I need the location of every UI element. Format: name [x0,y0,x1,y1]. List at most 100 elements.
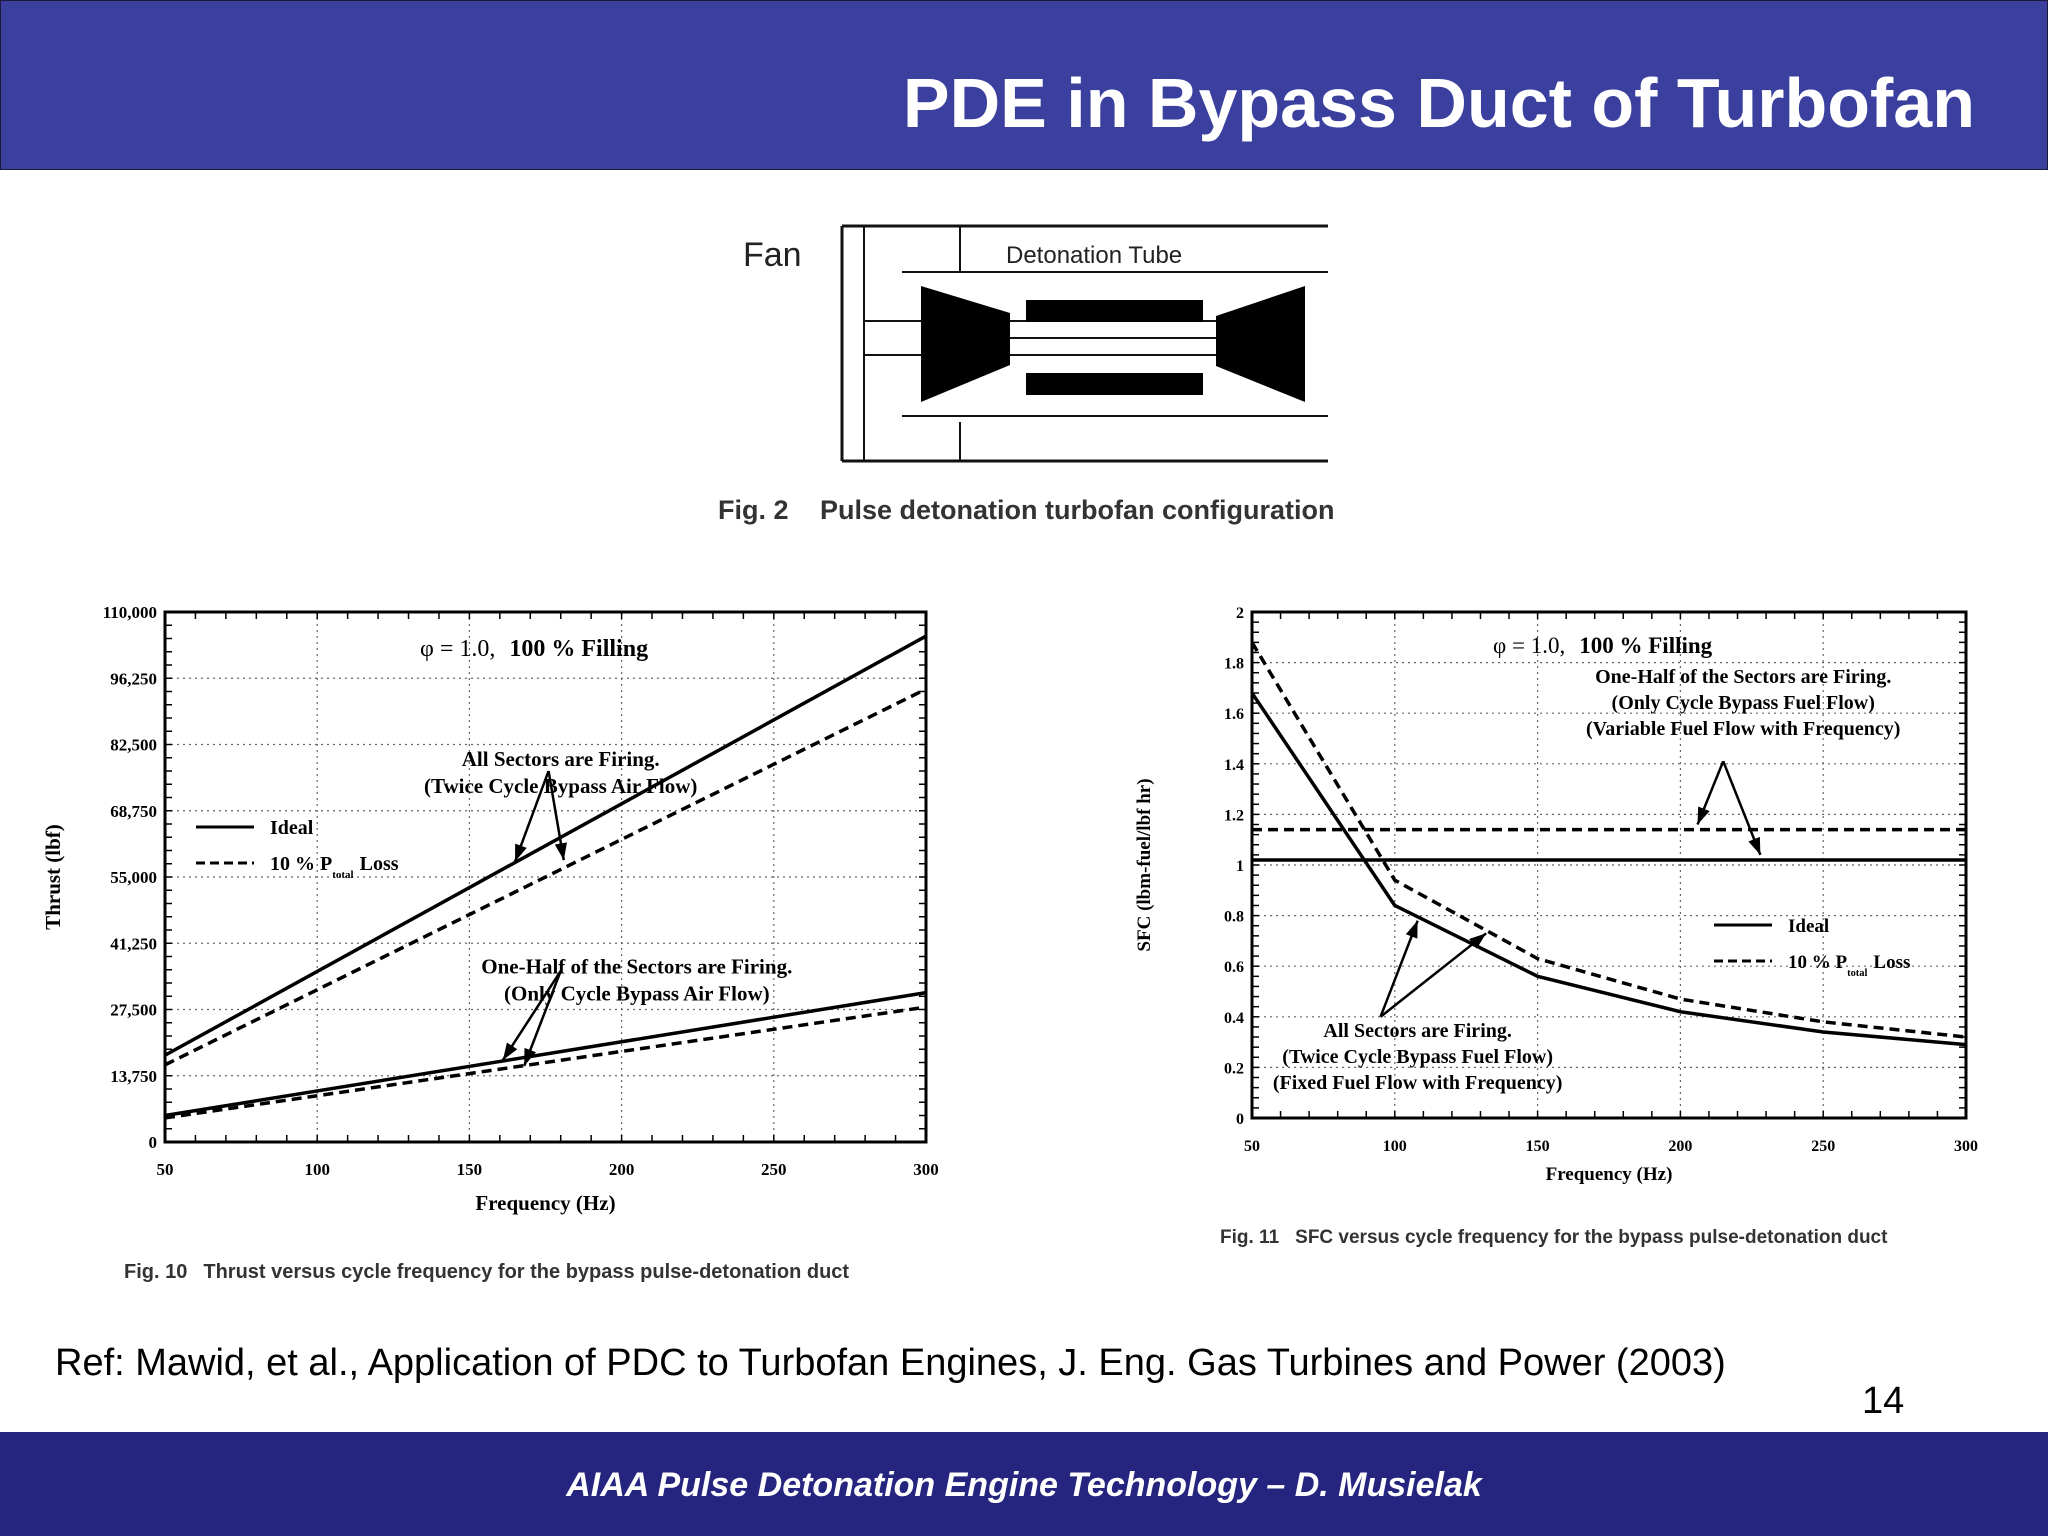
y-tick-label: 27,500 [110,1001,157,1020]
thrust-chart: 50 100 150 200 250 300 0 13,750 27,500 41,250 55,0… [41,603,939,1283]
annotation-all-line: All Sectors are Firing. [462,747,660,771]
annotation-arrowhead [554,842,568,861]
series-line-all-dashed [1250,641,1967,1039]
x-tick-label: 150 [457,1160,483,1179]
annotation-half-line: One-Half of the Sectors are Firing. [481,954,792,978]
y-tick-label: 0 [149,1133,158,1152]
annotation-arrow [501,970,562,1061]
y-tick-label: 0.2 [1224,1060,1244,1077]
condition-label: φ = 1.0, 100 % Filling [1493,633,1713,658]
figure-caption-num: Fig. 10 [124,1261,187,1283]
y-tick-label: 2 [1236,605,1244,622]
figure-caption-num: Fig. 11 [1220,1227,1280,1248]
series-line-half-solid [164,990,927,1118]
condition-filling: 100 % Filling [509,636,648,662]
series-line-all-solid [164,634,927,1057]
x-tick-label: 200 [609,1160,635,1179]
legend-loss-sub: total [332,869,353,881]
annotation-half-line: (Only Cycle Bypass Fuel Flow) [1612,692,1875,714]
annotation-arrowhead [515,843,527,862]
y-tick-label: 1.2 [1224,807,1244,824]
y-axis-label: SFC (lbm-fuel/lbf hr) [1134,778,1155,951]
legend: Ideal 10 % Ptotal Loss [1714,916,1910,979]
y-tick-label: 1.6 [1224,706,1244,723]
annotation-arrowhead [1697,806,1710,825]
plot-frame [1250,610,1968,1120]
legend-ideal-label: Ideal [270,817,314,839]
figure-caption: Fig. 10 Thrust versus cycle frequency for… [124,1261,849,1283]
sfc-chart: 50 100 150 200 250 300 0 0.2 0.4 0.6 0.8 1 1.2 1.4 1.6… [1134,605,1978,1248]
y-tick-label: 1.8 [1224,656,1244,673]
annotation-arrowhead [1469,933,1487,949]
legend-loss-sub: total [1847,968,1867,979]
legend: Ideal 10 % Ptotal Loss [196,817,399,881]
grid [1252,612,1966,1118]
x-tick-label: 200 [1668,1138,1692,1155]
annotation-all-line: (Twice Cycle Bypass Air Flow) [424,774,697,798]
detonation-tube-lower [1026,373,1203,395]
legend-ideal-label: Ideal [1788,916,1829,937]
x-tick-label: 50 [157,1160,174,1179]
legend-loss-post: Loss [360,853,399,875]
x-axis-label: Frequency (Hz) [1546,1164,1673,1185]
annotation-half-line: One-Half of the Sectors are Firing. [1595,666,1891,688]
y-tick-label: 0.4 [1224,1010,1244,1027]
legend-loss-pre: 10 % P [1788,952,1848,973]
y-tick-label: 13,750 [110,1067,157,1086]
y-tick-label: 0.6 [1224,959,1244,976]
slide-title: PDE in Bypass Duct of Turbofan [902,64,1975,142]
x-tick-label: 50 [1244,1138,1260,1155]
series-line-half-dashed [164,1005,927,1120]
legend-loss-pre: 10 % P [270,853,332,875]
y-tick-label: 41,250 [110,934,157,953]
page-number: 14 [1862,1380,1905,1422]
annotation-arrow [523,970,562,1067]
x-tick-label: 100 [304,1160,330,1179]
fan-label: Fan [743,236,802,274]
y-tick-label: 96,250 [110,669,157,688]
annotation-half-line: (Variable Fuel Flow with Frequency) [1586,718,1900,740]
detonation-tube-label: Detonation Tube [1006,242,1182,269]
legend-loss-label: 10 % Ptotal Loss [270,853,399,881]
x-tick-label: 100 [1383,1138,1407,1155]
detonation-tube-upper [1026,300,1203,322]
reference-text: Ref: Mawid, et al., Application of PDC t… [55,1342,1726,1384]
grid [165,612,926,1142]
y-tick-label: 1 [1236,858,1244,875]
figure-caption-text: SFC versus cycle frequency for the bypas… [1295,1227,1888,1248]
condition-phi: φ = 1.0, [1493,633,1565,658]
figure-caption-text: Thrust versus cycle frequency for the by… [203,1261,849,1283]
x-tick-label: 250 [761,1160,787,1179]
annotation-all-line: (Twice Cycle Bypass Fuel Flow) [1282,1046,1553,1068]
series-line-all-dashed [164,687,927,1067]
turbofan-diagram: Fan Detonation Tube Fig. 2 Pulse detonat… [718,224,1334,525]
turbine-shape [1216,286,1305,402]
legend-loss-label: 10 % Ptotal Loss [1788,952,1910,979]
fig2-caption-num: Fig. 2 [718,495,789,525]
series-line-all-solid [1250,691,1967,1047]
x-tick-label: 300 [1954,1138,1978,1155]
legend-loss-post: Loss [1873,952,1910,973]
x-axis-label: Frequency (Hz) [475,1191,615,1215]
y-tick-label: 0 [1236,1111,1244,1128]
slide-footer: AIAA Pulse Detonation Engine Technology … [0,1432,2048,1536]
x-tick-label: 250 [1811,1138,1835,1155]
plot-frame [163,610,928,1144]
annotation-all-line: (Fixed Fuel Flow with Frequency) [1273,1072,1563,1094]
x-tick-label: 300 [913,1160,939,1179]
y-tick-label: 110,000 [103,603,157,622]
fig2-caption-text: Pulse detonation turbofan configuration [820,495,1334,525]
slide-header: PDE in Bypass Duct of Turbofan [0,0,2048,170]
annotation-arrowhead [524,1047,537,1066]
annotation-all-line: All Sectors are Firing. [1323,1020,1511,1042]
condition-phi: φ = 1.0, [420,636,495,662]
y-tick-label: 1.4 [1224,757,1244,774]
annotation-arrowhead [502,1042,518,1061]
condition-label: φ = 1.0, 100 % Filling [420,636,648,662]
annotation-arrow [1379,932,1487,1018]
y-tick-label: 82,500 [110,736,157,755]
annotation-half-line: (Only Cycle Bypass Air Flow) [504,981,770,1005]
y-tick-label: 55,000 [110,868,157,887]
compressor-shape [921,286,1010,402]
condition-filling: 100 % Filling [1579,633,1712,658]
